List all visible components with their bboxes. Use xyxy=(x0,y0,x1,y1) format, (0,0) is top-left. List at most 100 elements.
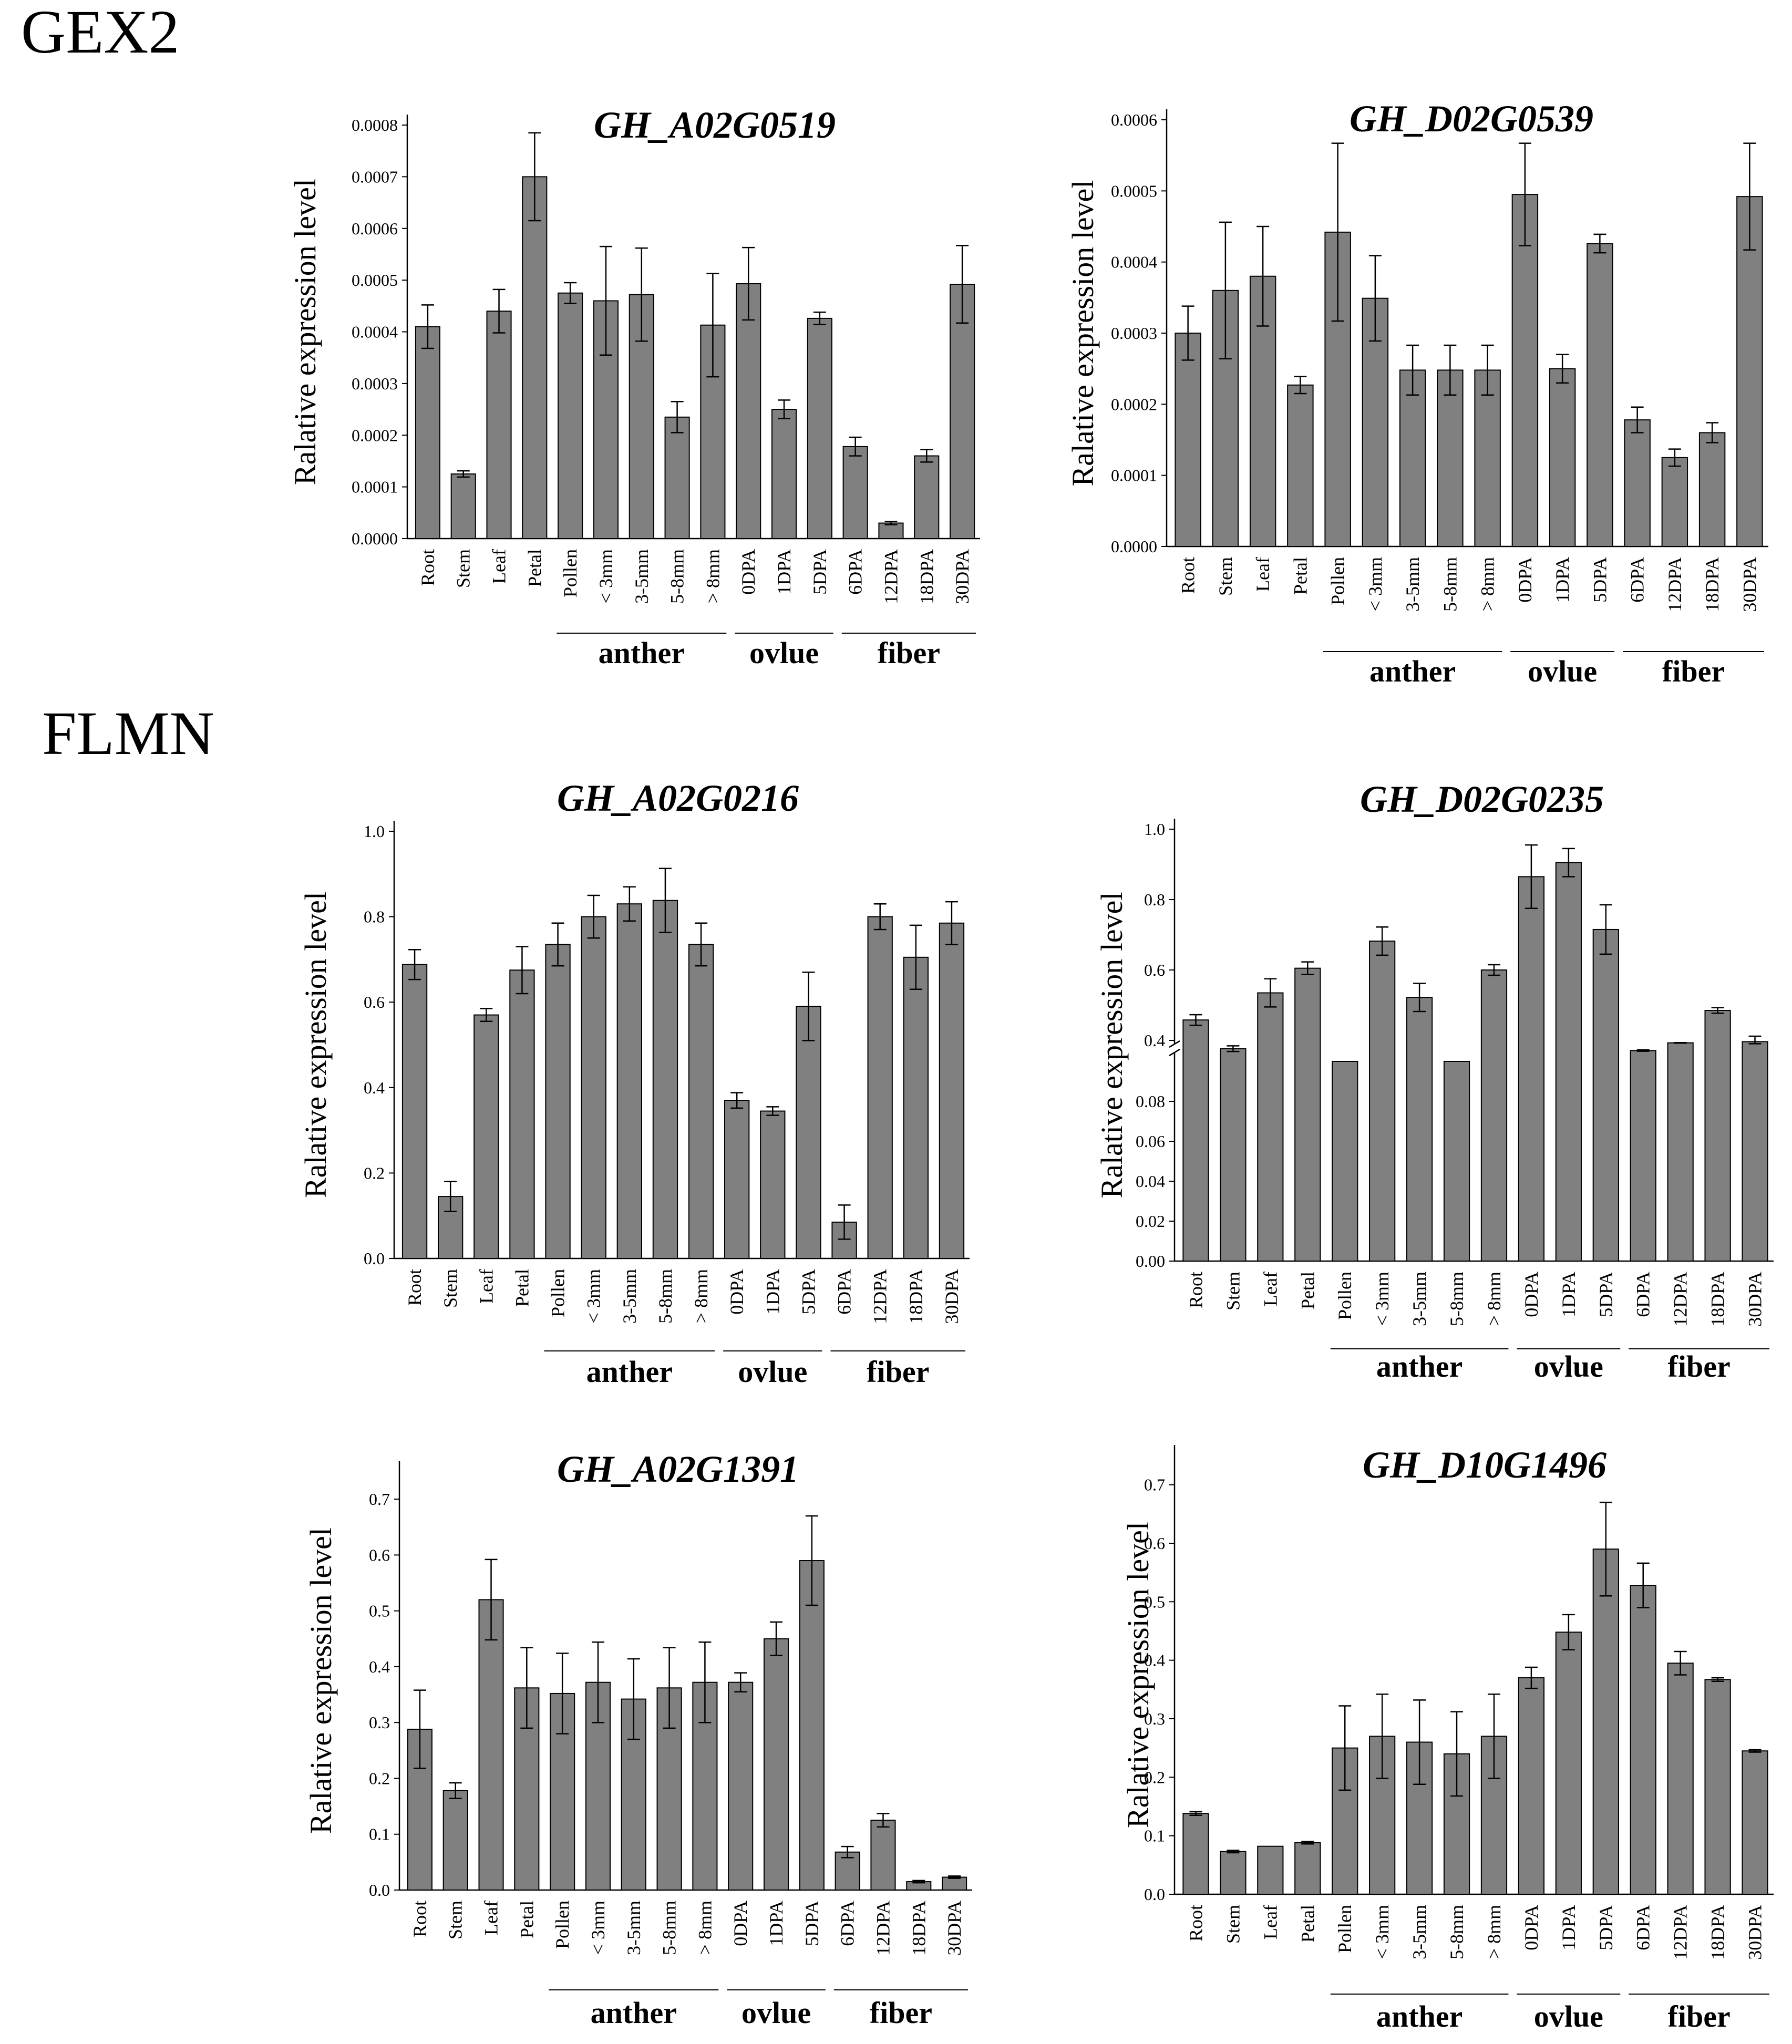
x-tick-label: 18DPA xyxy=(1707,1272,1728,1327)
y-tick-label: 0.0001 xyxy=(352,478,398,497)
x-tick-label: 30DPA xyxy=(944,1901,965,1956)
bar xyxy=(796,1006,821,1259)
bar xyxy=(760,1110,786,1259)
x-tick-label: Petal xyxy=(511,1269,532,1307)
bar xyxy=(1667,1042,1694,1262)
bar xyxy=(522,176,548,539)
group-label: ovlue xyxy=(1528,654,1597,688)
x-tick-label: 6DPA xyxy=(1627,557,1648,603)
bar xyxy=(939,922,965,1260)
bar xyxy=(1287,384,1314,547)
x-tick-label: 30DPA xyxy=(1745,1272,1766,1327)
bar xyxy=(1555,1632,1582,1895)
bar xyxy=(1704,1679,1731,1895)
bar xyxy=(558,292,583,539)
bar xyxy=(763,1638,789,1891)
x-tick-label: 3-5mm xyxy=(1409,1905,1430,1959)
bar xyxy=(1220,1048,1247,1262)
y-tick-label: 0.4 xyxy=(1144,1651,1165,1670)
x-tick-label: 5-8mm xyxy=(655,1269,676,1324)
bar xyxy=(799,1560,825,1891)
bar xyxy=(914,455,940,539)
y-tick-label: 0.0000 xyxy=(352,529,398,548)
group-label: fiber xyxy=(1668,1999,1731,2033)
bar xyxy=(1742,1041,1768,1262)
bar xyxy=(1549,368,1576,548)
y-tick-label: 0.0000 xyxy=(1111,537,1157,556)
y-tick-label: 0.0 xyxy=(369,1881,390,1900)
chart-4: GH_A02G1391 Ralative expression level 0.0 0… xyxy=(304,1448,972,2030)
group-label: anther xyxy=(1376,1349,1463,1384)
x-tick-label: 1DPA xyxy=(762,1269,783,1315)
bar xyxy=(1175,333,1201,547)
x-tick-label: Leaf xyxy=(476,1269,497,1304)
x-tick-label: 12DPA xyxy=(1670,1905,1691,1960)
x-tick-label: 0DPA xyxy=(726,1269,747,1315)
bar xyxy=(1369,941,1396,1262)
chart-title: GH_D10G1496 xyxy=(1363,1444,1606,1486)
group-label: anther xyxy=(1369,654,1456,688)
bar xyxy=(664,416,690,539)
x-tick-label: < 3mm xyxy=(588,1901,609,1955)
y-tick-label: 0.5 xyxy=(369,1602,390,1620)
y-tick-label: 0.0004 xyxy=(352,323,398,342)
x-tick-label: Petal xyxy=(1297,1272,1318,1309)
y-tick-label: 0.02 xyxy=(1136,1212,1165,1231)
x-tick-label: Root xyxy=(409,1901,430,1937)
x-tick-label: > 8mm xyxy=(691,1269,712,1323)
x-tick-label: Stem xyxy=(440,1269,461,1308)
x-tick-label: 18DPA xyxy=(1707,1905,1728,1960)
bar xyxy=(1667,1663,1694,1895)
y-tick-label: 0.0008 xyxy=(352,116,398,135)
bar xyxy=(1443,1061,1470,1262)
y-tick-label: 0.0006 xyxy=(352,219,398,238)
bar xyxy=(442,1790,468,1891)
y-tick-label: 0.0006 xyxy=(1111,110,1157,129)
x-tick-label: Stem xyxy=(1215,557,1236,596)
x-tick-label: 0DPA xyxy=(1521,1905,1542,1950)
x-tick-label: 6DPA xyxy=(845,549,866,595)
bar xyxy=(450,473,476,539)
x-tick-label: Root xyxy=(1178,557,1199,594)
bar xyxy=(545,944,571,1259)
x-tick-label: 18DPA xyxy=(908,1901,929,1956)
x-tick-label: 1DPA xyxy=(1552,557,1573,603)
chart-title: GH_A02G0519 xyxy=(594,104,836,146)
group-label: anther xyxy=(591,1996,677,2030)
y-tick-label: 0.7 xyxy=(1144,1475,1165,1494)
y-tick-label: 0.0005 xyxy=(352,271,398,290)
bar xyxy=(1698,432,1726,548)
section-title-flmn: FLMN xyxy=(42,699,214,768)
bar xyxy=(401,964,428,1259)
group-label: fiber xyxy=(867,1355,929,1389)
x-tick-label: 6DPA xyxy=(1633,1905,1654,1950)
chart-title: GH_D02G0539 xyxy=(1350,98,1593,140)
x-tick-label: Petal xyxy=(1297,1905,1318,1943)
x-tick-label: 0DPA xyxy=(1515,557,1536,603)
y-tick-label: 0.3 xyxy=(369,1713,390,1732)
y-tick-label: 0.6 xyxy=(1144,961,1165,979)
x-tick-label: Pollen xyxy=(1334,1272,1355,1320)
x-tick-label: 1DPA xyxy=(766,1901,787,1946)
x-tick-label: Leaf xyxy=(489,549,510,584)
bar xyxy=(1630,1050,1656,1262)
x-tick-label: 12DPA xyxy=(872,1901,893,1956)
y-axis-label: Ralative expression level xyxy=(1066,180,1100,486)
x-tick-label: Pollen xyxy=(552,1901,573,1949)
x-tick-label: 5DPA xyxy=(1595,1905,1616,1950)
x-tick-label: 0DPA xyxy=(730,1901,751,1946)
bar xyxy=(1249,275,1276,547)
y-tick-label: 0.4 xyxy=(1144,1031,1165,1050)
y-tick-label: 0.0003 xyxy=(352,374,398,393)
y-tick-label: 0.1 xyxy=(1144,1826,1165,1845)
bar xyxy=(1294,967,1321,1262)
y-tick-label: 0.5 xyxy=(1144,1592,1165,1611)
bar xyxy=(1294,1842,1321,1895)
x-tick-label: 18DPA xyxy=(916,549,937,604)
bar xyxy=(950,283,975,539)
x-tick-label: 5DPA xyxy=(1589,557,1610,603)
x-tick-label: 1DPA xyxy=(1558,1272,1579,1317)
bar xyxy=(870,1820,896,1891)
chart-title: GH_A02G0216 xyxy=(557,777,799,819)
x-tick-label: Leaf xyxy=(1260,1905,1281,1939)
